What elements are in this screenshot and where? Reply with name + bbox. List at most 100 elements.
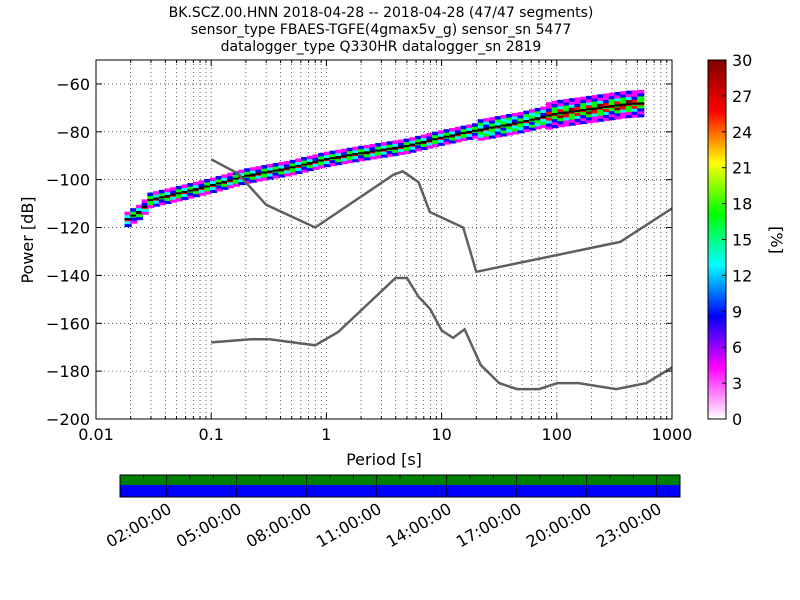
psd-cell <box>500 118 508 122</box>
psd-cell <box>574 118 582 122</box>
psd-cell <box>386 141 394 145</box>
psd-cell <box>358 157 366 162</box>
psd-cell <box>546 108 554 112</box>
psd-mean <box>500 124 508 127</box>
psd-cell <box>443 132 451 136</box>
psd-cell <box>534 113 542 118</box>
psd-cell <box>517 129 525 134</box>
psd-cell <box>198 189 206 193</box>
psd-cell <box>147 195 155 200</box>
psd-cell <box>170 187 178 191</box>
psd-cell <box>420 143 428 147</box>
psd-cell <box>306 155 314 160</box>
psd-cell <box>295 167 303 171</box>
psd-mean <box>312 160 320 163</box>
x-tick-label: 0.01 <box>78 425 114 444</box>
psd-cell <box>261 177 269 181</box>
noise-models <box>210 158 672 391</box>
psd-cell <box>489 120 497 124</box>
psd-mean <box>249 173 257 176</box>
psd-cell <box>580 102 588 107</box>
psd-cell <box>135 207 144 212</box>
psd-cell <box>318 161 326 166</box>
psd-cell <box>278 165 286 169</box>
psd-cell <box>580 120 588 125</box>
colorbar-tick-label: 0 <box>732 410 742 429</box>
psd-mean <box>625 103 633 106</box>
psd-cell <box>141 202 149 206</box>
psd-cell <box>637 110 645 115</box>
psd-cell <box>164 191 172 196</box>
psd-cell <box>238 172 246 177</box>
psd-cell <box>585 101 594 106</box>
psd-cell <box>614 112 622 117</box>
psd-cell <box>563 102 571 106</box>
psd-cell <box>625 99 633 104</box>
psd-cell <box>363 147 371 152</box>
psd-cell <box>358 154 366 159</box>
psd-cell <box>403 150 411 155</box>
psd-mean <box>369 150 377 153</box>
psd-cell <box>289 171 297 176</box>
psd-mean <box>432 138 440 141</box>
psd-cell <box>489 135 497 139</box>
psd-cell <box>443 129 451 133</box>
psd-cell <box>130 208 138 212</box>
psd-cell <box>637 107 645 112</box>
psd-cell <box>557 102 565 107</box>
psd-cell <box>204 178 212 183</box>
psd-cell <box>563 105 571 109</box>
psd-cell <box>580 105 588 110</box>
psd-cell <box>284 160 292 165</box>
psd-mean <box>278 168 286 171</box>
x-tick-label: 10 <box>431 425 451 444</box>
psd-cell <box>506 131 514 136</box>
psd-cell <box>312 154 320 158</box>
psd-cell <box>528 124 537 128</box>
psd-cell <box>489 117 497 121</box>
psd-cell <box>489 129 497 133</box>
psd-cell <box>620 91 628 95</box>
psd-cell <box>340 151 349 156</box>
psd-cell <box>471 132 480 136</box>
timeline-tick-label: 11:00:00 <box>313 499 385 551</box>
psd-cell <box>209 180 218 185</box>
psd-cell <box>585 98 594 103</box>
psd-cell <box>164 200 172 205</box>
psd-cell <box>574 115 582 119</box>
psd-cell <box>363 156 371 161</box>
psd-mean <box>221 180 229 183</box>
psd-mean <box>477 128 485 131</box>
psd-cell <box>454 135 463 140</box>
psd-cell <box>124 214 132 219</box>
psd-cell <box>454 138 463 143</box>
colorbar-tick-label: 12 <box>732 266 752 285</box>
y-tick-label: −200 <box>46 410 90 429</box>
psd-cell <box>249 170 257 174</box>
psd-cell <box>494 128 502 132</box>
psd-cell <box>608 92 616 97</box>
psd-cell <box>454 126 463 131</box>
psd-cell <box>591 116 599 120</box>
psd-cell <box>483 118 491 122</box>
psd-cell <box>466 127 474 131</box>
psd-cell <box>363 153 371 158</box>
psd-cell <box>620 100 628 104</box>
psd-cell <box>574 100 582 104</box>
psd-cell <box>397 148 406 152</box>
psd-cell <box>568 101 576 105</box>
psd-cell <box>540 124 548 128</box>
psd-cell <box>284 163 292 168</box>
psd-mean <box>597 106 605 109</box>
psd-cell <box>181 184 189 188</box>
psd-cell <box>597 112 605 116</box>
psd-cell <box>255 169 263 173</box>
psd-mean <box>266 170 275 173</box>
psd-cell <box>164 197 172 202</box>
psd-cell <box>295 161 303 165</box>
psd-cell <box>580 114 588 119</box>
psd-cell <box>614 109 622 114</box>
psd-cell <box>625 96 633 101</box>
timeline-tick-label: 14:00:00 <box>383 499 455 551</box>
psd-cell <box>585 95 594 100</box>
